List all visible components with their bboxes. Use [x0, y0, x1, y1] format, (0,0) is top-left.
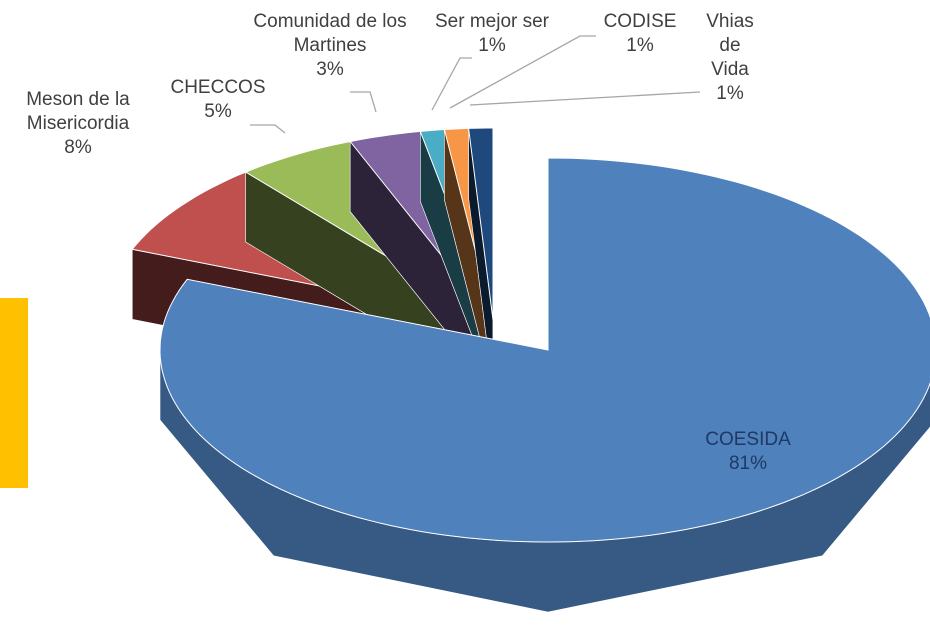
leader-line [350, 91, 377, 113]
category-label: CHECCOS [170, 77, 266, 98]
data-label: Meson de la Misericordia 8% [8, 88, 148, 160]
percent-label: 1% [716, 83, 744, 104]
category-label: Comunidad de los Martines [253, 11, 407, 56]
category-label: Meson de la Misericordia [26, 89, 130, 134]
leader-line [469, 91, 701, 106]
data-label: CHECCOS 5% [158, 76, 278, 124]
leader-line [449, 35, 596, 109]
data-label: COESIDA 81% [678, 428, 818, 476]
data-label: CODISE 1% [590, 10, 690, 58]
category-label: Vhias de Vida [706, 11, 754, 80]
leader-line [250, 124, 286, 134]
percent-label: 8% [64, 137, 92, 158]
pie [131, 127, 930, 613]
data-label: Vhias de Vida 1% [700, 10, 760, 106]
slice [468, 127, 494, 321]
side-bar [0, 298, 28, 488]
slice [159, 157, 930, 543]
percent-label: 81% [728, 453, 768, 474]
category-label: Ser mejor ser [434, 11, 550, 32]
percent-label: 1% [626, 35, 654, 56]
percent-label: 5% [204, 101, 232, 122]
percent-label: 1% [478, 35, 506, 56]
category-label: COESIDA [705, 429, 791, 450]
category-label: CODISE [603, 11, 677, 32]
leader-lines [250, 35, 701, 134]
percent-label: 3% [316, 59, 344, 80]
leader-line [431, 57, 472, 111]
data-label: Ser mejor ser 1% [422, 10, 562, 58]
data-label: Comunidad de los Martines 3% [235, 10, 425, 82]
